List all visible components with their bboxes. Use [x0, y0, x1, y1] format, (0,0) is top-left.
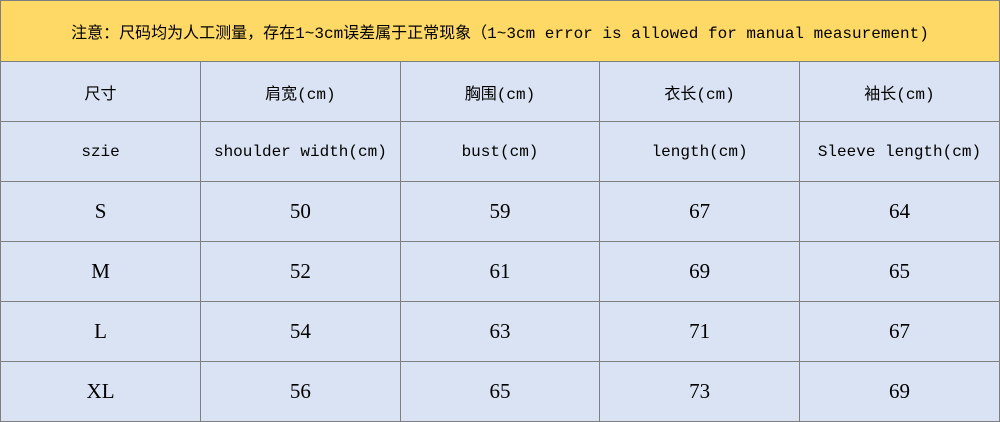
header-cell: 肩宽(cm): [200, 62, 401, 122]
header-cell: Sleeve length(cm): [798, 121, 999, 182]
header-cell: length(cm): [599, 121, 800, 182]
table-row: M 52 61 69 65: [1, 241, 999, 302]
table-row: L 54 63 71 67: [1, 301, 999, 362]
header-cell: 胸围(cm): [399, 62, 601, 122]
data-cell: XL: [1, 361, 202, 421]
header-cell: bust(cm): [399, 121, 601, 182]
header-cell: 袖长(cm): [798, 62, 999, 122]
data-cell: 65: [798, 241, 999, 302]
data-cell: 71: [599, 301, 800, 362]
data-cell: 59: [399, 181, 601, 242]
data-cell: 67: [599, 181, 800, 242]
data-cell: 63: [399, 301, 601, 362]
size-table: 尺寸 肩宽(cm) 胸围(cm) 衣长(cm) 袖长(cm) szie shoulder w…: [1, 62, 999, 421]
header-cell: 尺寸: [1, 62, 202, 122]
data-cell: S: [1, 181, 202, 242]
data-cell: 64: [798, 181, 999, 242]
data-cell: L: [1, 301, 202, 362]
header-cell: 衣长(cm): [599, 62, 800, 122]
table-row: szie shoulder width(cm) bust(cm) length(cm)…: [1, 121, 999, 182]
data-cell: 52: [200, 241, 401, 302]
data-cell: 61: [399, 241, 601, 302]
notice: 注意：尺码均为人工测量，存在1~3cm误差属于正常现象（1~3cm error …: [1, 1, 999, 62]
data-cell: 56: [200, 361, 401, 421]
data-cell: 50: [200, 181, 401, 242]
data-cell: 73: [599, 361, 800, 421]
data-cell: 67: [798, 301, 999, 362]
data-cell: 54: [200, 301, 401, 362]
data-cell: M: [1, 241, 202, 302]
header-cell: shoulder width(cm): [200, 121, 401, 182]
table-row: S 50 59 67 64: [1, 181, 999, 242]
data-cell: 69: [798, 361, 999, 421]
table-row: 尺寸 肩宽(cm) 胸围(cm) 衣长(cm) 袖长(cm): [1, 62, 999, 122]
table-row: XL 56 65 73 69: [1, 361, 999, 421]
data-cell: 65: [399, 361, 601, 421]
data-cell: 69: [599, 241, 800, 302]
header-cell: szie: [1, 121, 202, 182]
